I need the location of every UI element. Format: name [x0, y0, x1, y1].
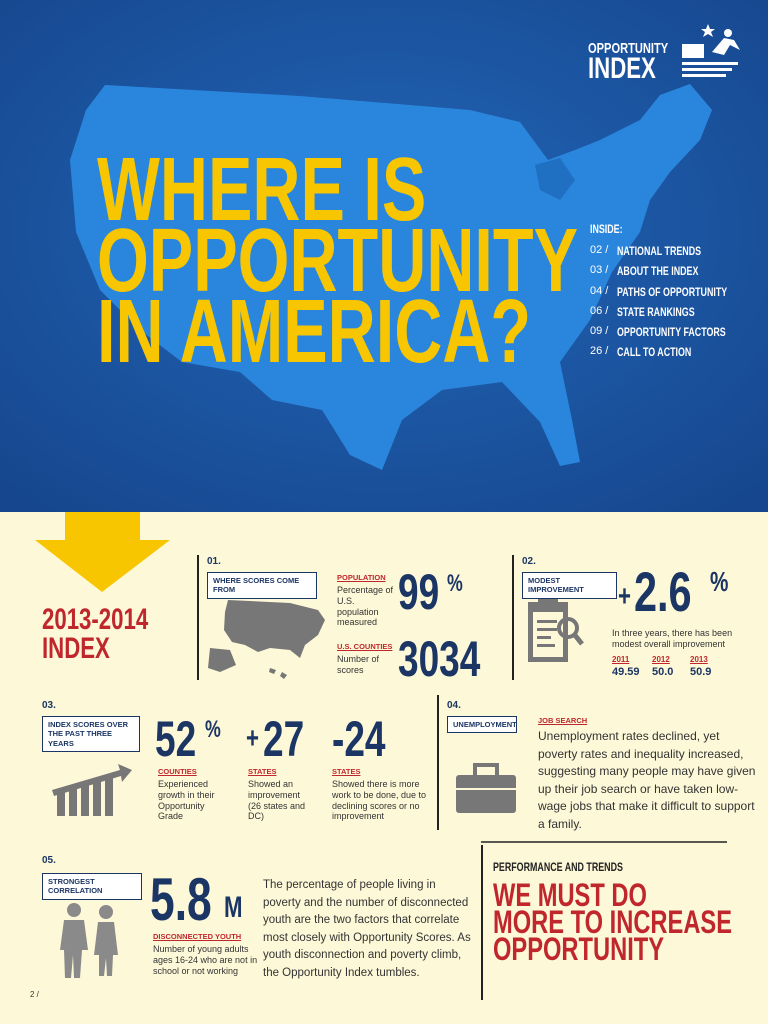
year-score: 50.0	[652, 666, 674, 678]
hero-title: OPPORTUNITY	[97, 211, 579, 311]
section-tag: WHERE SCORES COME FROM	[207, 572, 317, 599]
clipboard-icon	[528, 598, 584, 662]
section-number: 01.	[207, 556, 221, 567]
year-score: 50.9	[690, 666, 712, 678]
people-icon	[60, 903, 118, 978]
section-tag: MODEST IMPROVEMENT	[522, 572, 617, 599]
growth-icon	[52, 764, 132, 816]
stat-desc: Showed there is more work to be done, du…	[332, 779, 427, 822]
stat-label: STATES	[332, 767, 361, 776]
stat-sign: +	[246, 722, 259, 755]
headline: MORE TO INCREASE	[493, 904, 733, 940]
section-number: 04.	[447, 700, 461, 711]
inside-label: NATIONAL TRENDS	[617, 244, 702, 258]
divider	[481, 845, 483, 1000]
inside-label: PATHS OF OPPORTUNITY	[617, 284, 728, 299]
stat-desc: Percentage of U.S. population measured	[337, 585, 394, 628]
down-arrow	[35, 512, 170, 592]
index-years: 2013-2014	[42, 603, 149, 636]
divider	[437, 695, 439, 830]
inside-item: 04 / PATHS OF OPPORTUNITY	[590, 285, 750, 305]
year: 2011	[612, 655, 630, 664]
headline: WE MUST DO	[493, 877, 647, 913]
stat-value: 5.8	[150, 866, 212, 933]
stat-label: DISCONNECTED YOUTH	[153, 932, 242, 941]
stat-unit: %	[205, 716, 221, 743]
stat-value: 3034	[398, 631, 481, 687]
page-ref: 03 /	[590, 264, 609, 277]
stat-desc: Number of scores	[337, 654, 380, 675]
inside-list: 02 /NATIONAL TRENDS 03 /ABOUT THE INDEX …	[590, 244, 750, 366]
stat-sign: +	[618, 580, 631, 613]
stat-desc: In three years, there has been modest ov…	[612, 628, 733, 649]
divider	[197, 555, 199, 680]
year: 2013	[690, 655, 708, 664]
page-ref: 26 /	[590, 345, 609, 358]
page-ref: 02 /	[590, 244, 609, 256]
headline: OPPORTUNITY	[493, 931, 665, 967]
stat-value: 27	[263, 711, 305, 767]
stat-label: POPULATION	[337, 573, 386, 582]
great-lakes	[535, 158, 575, 200]
stat-label: STATES	[248, 767, 277, 776]
stat-unit: %	[447, 570, 463, 597]
section-tag: INDEX SCORES OVER THE PAST THREE YEARS	[42, 716, 140, 753]
year-score: 49.59	[612, 666, 640, 678]
page-ref: 09 /	[590, 325, 609, 338]
inside-item: 02 / NATIONAL TRENDS	[590, 244, 750, 264]
inside-item: 03 / ABOUT THE INDEX	[590, 264, 750, 284]
inside-item: 06 / STATE RANKINGS	[590, 305, 750, 325]
year: 2012	[652, 655, 670, 664]
stat-label: U.S. COUNTIES	[337, 642, 393, 651]
paragraph: Unemployment rates declined, yet poverty…	[538, 729, 756, 831]
stat-desc: Showed an improvement (26 states and DC)	[248, 779, 306, 822]
inside-item: 26 / CALL TO ACTION	[590, 345, 750, 365]
divider	[512, 555, 514, 680]
stat-label: COUNTIES	[158, 767, 197, 776]
logo-line2: INDEX	[588, 52, 656, 85]
index-word: INDEX	[42, 632, 110, 665]
inside-label: OPPORTUNITY FACTORS	[617, 325, 726, 340]
page-ref: 06 /	[590, 304, 609, 317]
stat-value: 2.6	[634, 560, 692, 623]
logo-mark	[682, 24, 740, 77]
stat-desc: Number of young adults ages 16-24 who ar…	[153, 944, 258, 976]
inside-label: CALL TO ACTION	[617, 345, 692, 360]
inside-label: STATE RANKINGS	[617, 304, 695, 319]
inside-label: ABOUT THE INDEX	[617, 264, 699, 279]
kicker: PERFORMANCE AND TRENDS	[493, 860, 623, 874]
stat-value: 52	[155, 711, 197, 767]
stat-label: JOB SEARCH	[538, 716, 588, 725]
briefcase-icon	[456, 763, 516, 813]
hero-title: IN AMERICA?	[97, 282, 532, 382]
paragraph: The percentage of people living in pover…	[263, 879, 471, 979]
section-number: 03.	[42, 700, 56, 711]
section-number: 02.	[522, 556, 536, 567]
stat-unit: M	[224, 891, 243, 924]
inside-heading: INSIDE:	[590, 222, 623, 236]
stat-value: 99	[398, 564, 440, 620]
hero-title: WHERE IS	[97, 140, 427, 240]
us-map-icon	[208, 600, 325, 679]
stat-unit: %	[710, 566, 729, 597]
section-tag: UNEMPLOYMENT	[447, 716, 517, 734]
page-ref: 04 /	[590, 284, 609, 297]
section-number: 05.	[42, 855, 56, 866]
logo-line1: OPPORTUNITY	[588, 40, 669, 57]
page-number: 2 /	[30, 990, 39, 999]
stat-desc: Experienced growth in their Opportunity …	[158, 779, 215, 822]
stat-value: -24	[332, 711, 386, 767]
inside-item: 09 / OPPORTUNITY FACTORS	[590, 325, 750, 345]
section-tag: STRONGEST CORRELATION	[42, 873, 142, 900]
